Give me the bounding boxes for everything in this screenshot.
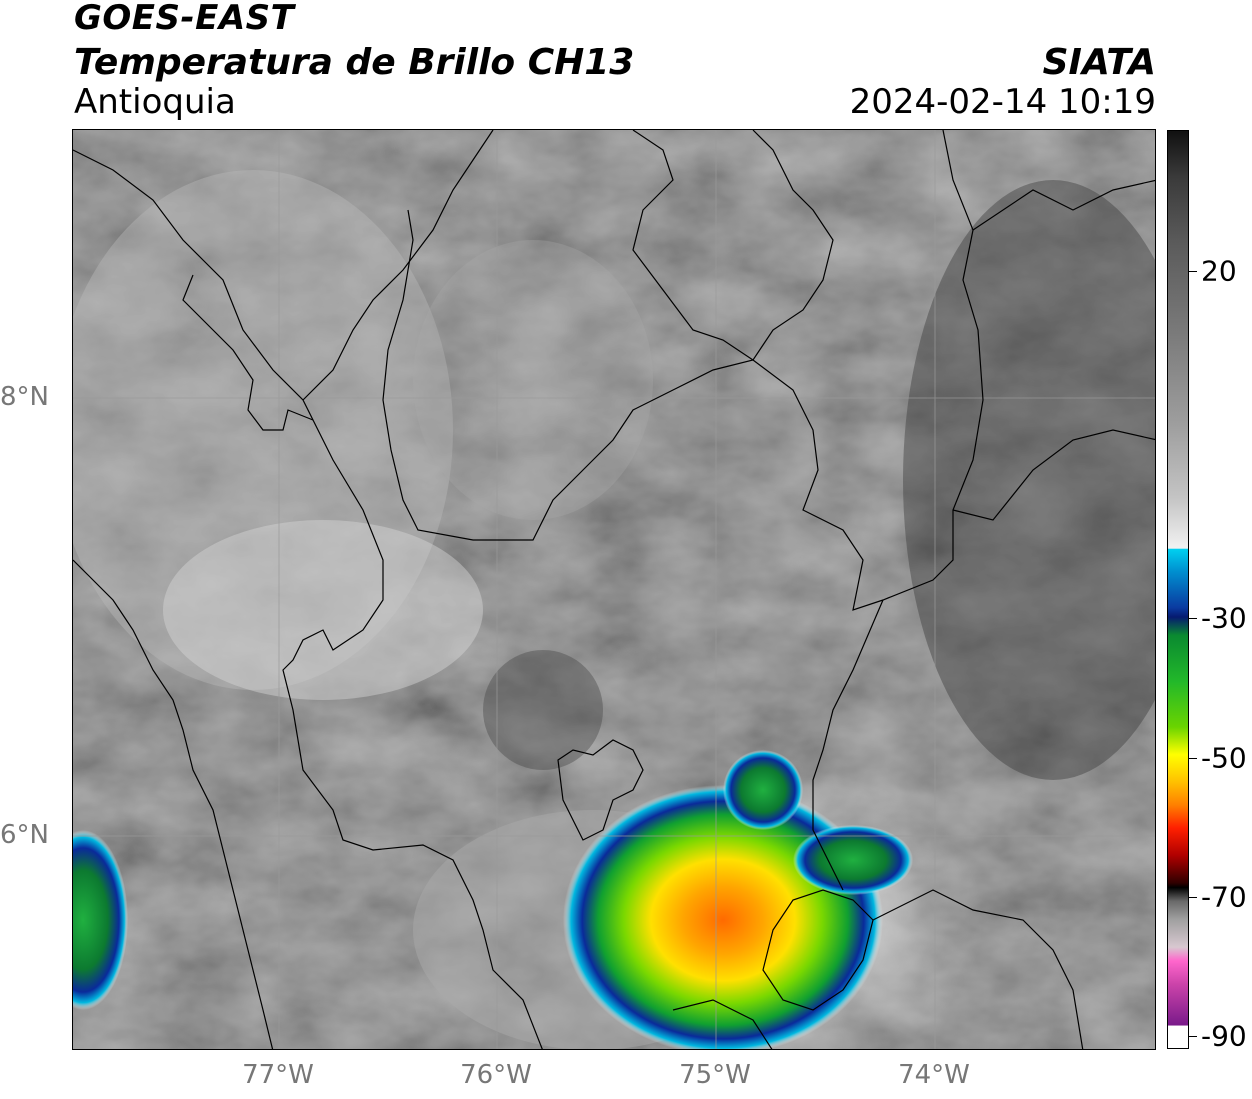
lat-label-6n: 6°N: [0, 820, 49, 850]
colorbar: [1167, 130, 1189, 1049]
lon-label-75w: 75°W: [679, 1060, 751, 1090]
lon-label-77w: 77°W: [242, 1060, 314, 1090]
cbar-tick-minus90: [1189, 1036, 1197, 1037]
brightness-temperature-image: [73, 130, 1155, 1049]
timestamp-label: 2024-02-14 10:19: [849, 82, 1156, 122]
satellite-title: GOES-EAST: [74, 0, 295, 38]
cbar-label-minus70: -70: [1201, 880, 1247, 914]
lat-label-8n: 8°N: [0, 382, 49, 412]
western-cell: [73, 830, 128, 1010]
cbar-tick-20: [1189, 271, 1197, 272]
agency-label: SIATA: [1042, 42, 1156, 83]
cbar-label-minus90: -90: [1201, 1019, 1247, 1053]
lon-label-76w: 76°W: [460, 1060, 532, 1090]
lon-label-74w: 74°W: [898, 1060, 970, 1090]
cbar-tick-minus50: [1189, 758, 1197, 759]
cbar-label-minus50: -50: [1201, 741, 1247, 775]
region-subtitle: Antioquia: [74, 82, 236, 122]
graticule: [73, 130, 1155, 1049]
convective-cell: [563, 785, 883, 1049]
product-title: Temperatura de Brillo CH13: [74, 42, 635, 83]
cbar-label-minus30: -30: [1201, 601, 1247, 635]
satellite-map: [72, 129, 1156, 1050]
cbar-label-20: 20: [1201, 254, 1237, 288]
cbar-tick-minus30: [1189, 618, 1197, 619]
admin-boundaries: [73, 130, 1155, 1049]
cbar-tick-minus70: [1189, 897, 1197, 898]
